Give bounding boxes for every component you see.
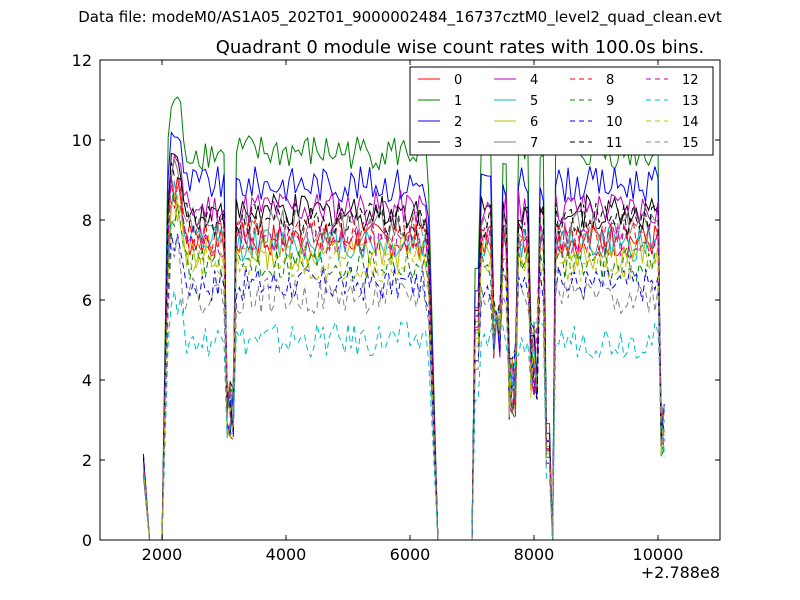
legend-label-8: 8 bbox=[606, 73, 614, 88]
series-line-8 bbox=[142, 179, 665, 541]
series-line-6 bbox=[142, 193, 665, 541]
y-tick-label: 12 bbox=[72, 51, 92, 70]
x-tick-label: 2000 bbox=[142, 545, 183, 564]
series-line-15 bbox=[142, 234, 665, 541]
series-line-9 bbox=[142, 205, 665, 541]
x-tick-label: 10000 bbox=[633, 545, 684, 564]
series-line-1 bbox=[142, 96, 665, 541]
series-line-12 bbox=[142, 175, 665, 541]
legend-label-14: 14 bbox=[682, 115, 699, 130]
series-line-2 bbox=[142, 130, 665, 541]
x-tick-label: 4000 bbox=[266, 545, 307, 564]
series-line-11 bbox=[142, 162, 665, 541]
figure-suptitle: Data file: modeM0/AS1A05_202T01_90000024… bbox=[78, 8, 722, 26]
y-tick-label: 0 bbox=[82, 531, 92, 550]
chart-title: Quadrant 0 module wise count rates with … bbox=[215, 37, 705, 58]
y-tick-label: 4 bbox=[82, 371, 92, 390]
x-offset-label: +2.788e8 bbox=[641, 563, 720, 582]
legend-label-6: 6 bbox=[530, 115, 538, 130]
legend-label-2: 2 bbox=[454, 115, 462, 130]
legend-label-0: 0 bbox=[454, 73, 462, 88]
x-tick-label: 8000 bbox=[514, 545, 555, 564]
legend-label-5: 5 bbox=[530, 94, 538, 109]
series-line-5 bbox=[142, 180, 665, 541]
y-tick-label: 6 bbox=[82, 291, 92, 310]
series-layer bbox=[142, 96, 665, 541]
series-line-10 bbox=[142, 233, 665, 541]
legend-label-9: 9 bbox=[606, 94, 614, 109]
y-tick-label: 10 bbox=[72, 131, 92, 150]
series-line-7 bbox=[142, 159, 665, 541]
x-tick-label: 6000 bbox=[390, 545, 431, 564]
legend-label-13: 13 bbox=[682, 94, 699, 109]
series-line-13 bbox=[142, 290, 665, 541]
legend-label-1: 1 bbox=[454, 94, 462, 109]
y-tick-label: 8 bbox=[82, 211, 92, 230]
series-line-3 bbox=[142, 152, 665, 541]
series-line-4 bbox=[142, 153, 665, 541]
legend-label-4: 4 bbox=[530, 73, 538, 88]
legend-label-12: 12 bbox=[682, 73, 699, 88]
legend-label-3: 3 bbox=[454, 136, 462, 151]
legend-label-11: 11 bbox=[606, 136, 623, 151]
legend-label-10: 10 bbox=[606, 115, 623, 130]
y-tick-label: 2 bbox=[82, 451, 92, 470]
legend-label-15: 15 bbox=[682, 136, 699, 151]
legend-box bbox=[409, 66, 714, 156]
series-line-14 bbox=[142, 194, 665, 541]
legend-label-7: 7 bbox=[530, 136, 538, 151]
